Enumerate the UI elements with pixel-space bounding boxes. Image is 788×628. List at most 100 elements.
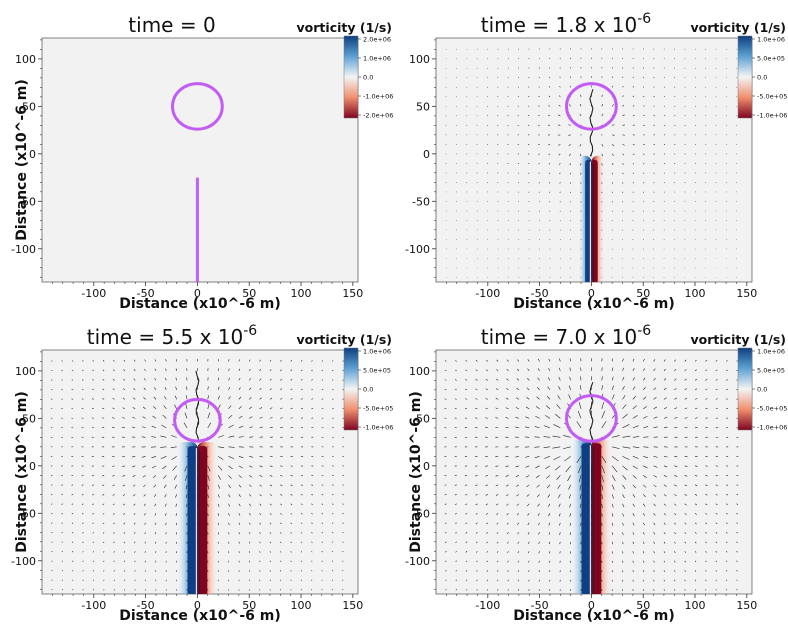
- colorbar-tick-label: -2.0e+06: [363, 112, 393, 120]
- x-axis-label: Distance (x10^-6 m): [119, 296, 281, 312]
- y-tick-label: 0: [29, 460, 36, 473]
- velocity-arrow: [518, 58, 519, 59]
- colorbar-tick-label: 1.0e+06: [363, 55, 391, 63]
- colorbar-tick-label: 1.0e+06: [757, 348, 785, 356]
- title-exponent: -6: [637, 11, 651, 27]
- chart-title: time = 0: [128, 13, 215, 37]
- colorbar-tick-label: -1.0e+06: [363, 93, 393, 101]
- colorbar-tick-label: -5.0e+05: [757, 405, 787, 413]
- colorbar-tick-label: -1.0e+06: [757, 424, 787, 432]
- velocity-arrow: [674, 58, 675, 59]
- velocity-arrow: [529, 201, 530, 202]
- colorbar-tick-label: 0.0: [757, 386, 767, 394]
- x-tick-label: 100: [685, 599, 706, 612]
- x-tick-label: -100: [81, 599, 106, 612]
- colorbar-tick-label: -1.0e+06: [363, 424, 393, 432]
- x-tick-label: 150: [736, 287, 757, 300]
- colorbar: [344, 348, 358, 430]
- velocity-dot: [591, 456, 592, 457]
- velocity-arrow: [508, 68, 509, 69]
- y-tick-label: 50: [416, 100, 430, 113]
- colorbar-tick-label: 0.0: [363, 386, 373, 394]
- negative-vorticity-core: [591, 160, 597, 286]
- y-tick-label: -50: [412, 195, 430, 208]
- colorbar-tick-label: -5.0e+05: [363, 405, 393, 413]
- y-tick-label: -100: [11, 555, 36, 568]
- velocity-dot: [187, 446, 188, 447]
- velocity-arrow: [529, 58, 530, 59]
- velocity-dot: [601, 446, 602, 447]
- y-tick-label: 100: [15, 365, 36, 378]
- x-axis-label: Distance (x10^-6 m): [119, 608, 281, 624]
- velocity-arrow: [664, 58, 665, 59]
- y-axis-label: Distance (x10^-6 m): [14, 79, 30, 241]
- x-axis-label: Distance (x10^-6 m): [513, 608, 675, 624]
- x-axis-label: Distance (x10^-6 m): [513, 296, 675, 312]
- velocity-dot: [591, 446, 592, 447]
- velocity-dot: [207, 456, 208, 457]
- colorbar-tick-label: -5.0e+05: [757, 93, 787, 101]
- velocity-arrow: [643, 201, 644, 202]
- y-tick-label: -100: [405, 243, 430, 256]
- colorbar-title: vorticity (1/s): [297, 332, 392, 347]
- colorbar-tick-label: 5.0e+05: [757, 55, 785, 63]
- x-tick-label: 150: [736, 599, 757, 612]
- y-tick-label: 0: [423, 460, 430, 473]
- colorbar-tick-label: 5.0e+05: [363, 367, 391, 375]
- colorbar-title: vorticity (1/s): [691, 332, 786, 347]
- velocity-dot: [581, 134, 582, 135]
- colorbar: [738, 348, 752, 430]
- velocity-arrow: [674, 201, 675, 202]
- x-tick-label: 100: [291, 599, 312, 612]
- velocity-arrow: [674, 68, 675, 69]
- velocity-arrow: [518, 201, 519, 202]
- colorbar-title: vorticity (1/s): [297, 20, 392, 35]
- colorbar-tick-label: 5.0e+05: [757, 367, 785, 375]
- title-exponent: -6: [243, 323, 257, 339]
- colorbar-tick-label: 0.0: [757, 74, 767, 82]
- velocity-arrow: [654, 201, 655, 202]
- velocity-dot: [197, 456, 198, 457]
- velocity-arrow: [508, 201, 509, 202]
- y-tick-label: -100: [405, 555, 430, 568]
- y-tick-label: -100: [11, 243, 36, 256]
- negative-vorticity-core: [197, 446, 207, 598]
- x-tick-label: -100: [81, 287, 106, 300]
- velocity-arrow: [664, 201, 665, 202]
- velocity-arrow: [654, 58, 655, 59]
- chart-title: time = 5.5 x 10-6: [87, 323, 258, 349]
- velocity-arrow: [539, 201, 540, 202]
- x-tick-label: 100: [685, 287, 706, 300]
- colorbar-tick-label: 1.0e+06: [363, 348, 391, 356]
- colorbar-tick-label: 1.0e+06: [757, 36, 785, 44]
- y-axis-label: Distance (x10^-6 m): [14, 391, 30, 553]
- plot-area: [42, 38, 358, 282]
- colorbar: [344, 36, 358, 118]
- title-exponent: -6: [637, 323, 651, 339]
- x-tick-label: -100: [475, 599, 500, 612]
- colorbar-tick-label: 0.0: [363, 74, 373, 82]
- velocity-dot: [207, 446, 208, 447]
- negative-vorticity-core: [591, 443, 601, 598]
- y-tick-label: 0: [423, 148, 430, 161]
- velocity-arrow: [508, 58, 509, 59]
- velocity-arrow: [643, 58, 644, 59]
- velocity-arrow: [539, 58, 540, 59]
- colorbar-tick-label: -1.0e+06: [757, 112, 787, 120]
- velocity-dot: [581, 446, 582, 447]
- velocity-dot: [187, 456, 188, 457]
- y-tick-label: 100: [15, 53, 36, 66]
- x-tick-label: 150: [342, 287, 363, 300]
- y-tick-label: 100: [409, 53, 430, 66]
- colorbar: [738, 36, 752, 118]
- colorbar-title: vorticity (1/s): [691, 20, 786, 35]
- x-tick-label: 150: [342, 599, 363, 612]
- colorbar-tick-label: 2.0e+06: [363, 36, 391, 44]
